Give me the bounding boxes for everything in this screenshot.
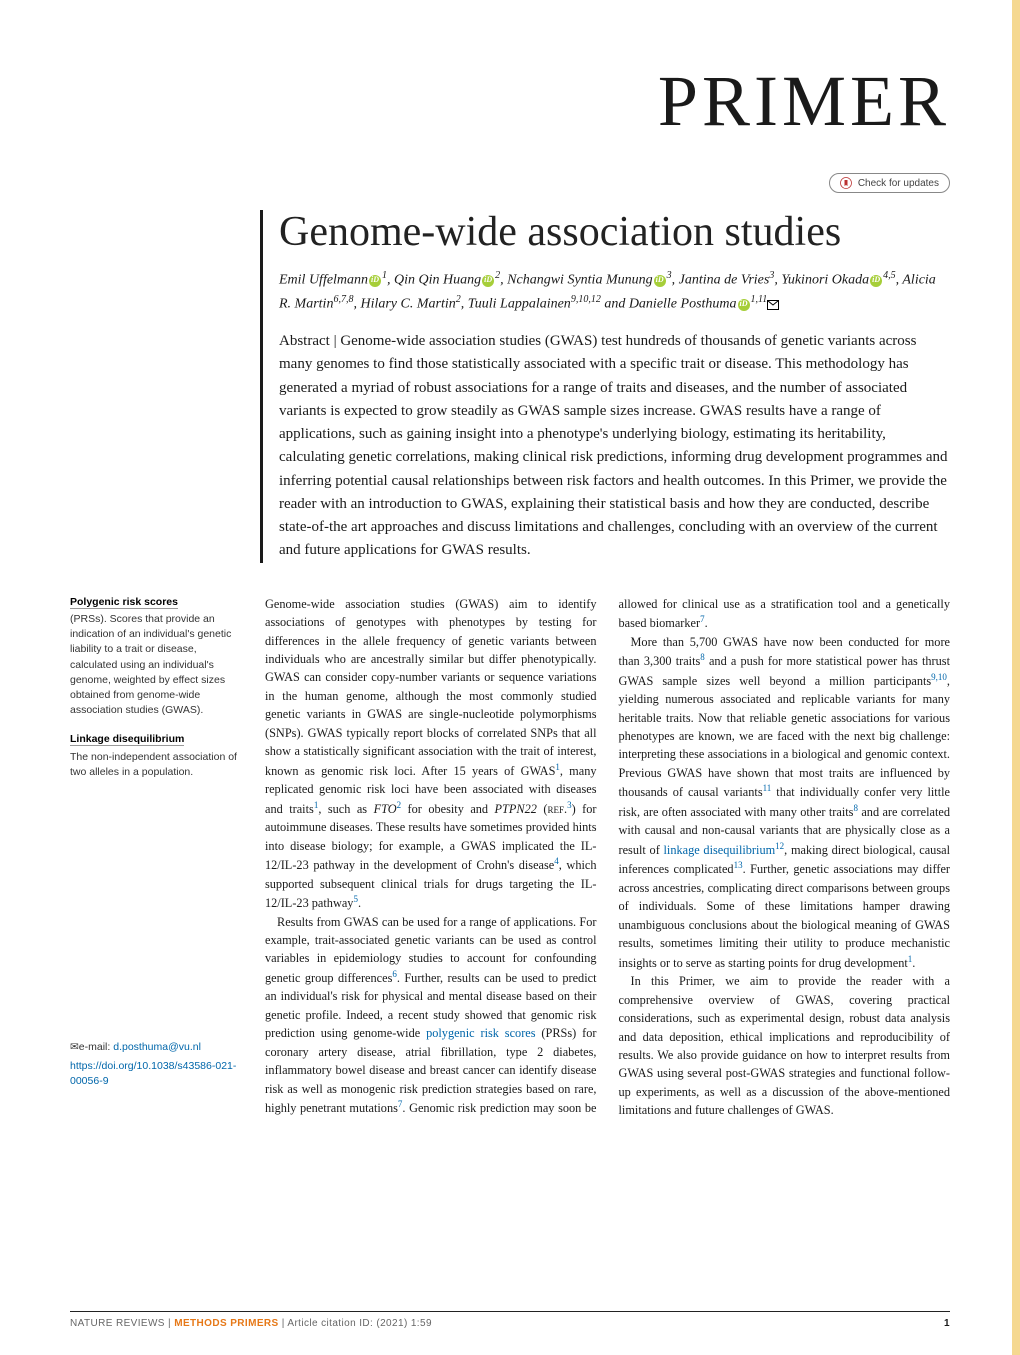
glossary-term: Polygenic risk scores: [70, 596, 178, 609]
sidebar: Polygenic risk scores (PRSs). Scores that…: [70, 595, 245, 1120]
body-columns: Polygenic risk scores (PRSs). Scores that…: [70, 595, 950, 1120]
footer-name: METHODS PRIMERS: [174, 1318, 278, 1329]
corr-label: ✉e-mail:: [70, 1041, 110, 1053]
footer-citation: | Article citation ID: (2021) 1:59: [279, 1318, 432, 1329]
orcid-icon: iD: [654, 275, 666, 287]
orcid-icon: iD: [482, 275, 494, 287]
glossary-body: The non-independent association of two a…: [70, 750, 245, 780]
edge-bar: [1012, 0, 1020, 1355]
doi: https://doi.org/10.1038/s43586-021-00056…: [70, 1059, 245, 1089]
author-list: Emil UffelmanniD1, Qin Qin HuangiD2, Nch…: [279, 268, 950, 316]
body-paragraph: More than 5,700 GWAS have now been condu…: [619, 633, 951, 973]
page: PRIMER Check for updates Genome-wide ass…: [0, 0, 1020, 1355]
correspondence: ✉e-mail: d.posthuma@vu.nl: [70, 1040, 245, 1055]
corr-email[interactable]: d.posthuma@vu.nl: [113, 1041, 201, 1053]
body-paragraph: In this Primer, we aim to provide the re…: [619, 972, 951, 1120]
glossary-entry: Linkage disequilibrium The non-independen…: [70, 732, 245, 780]
mail-icon: [767, 300, 779, 310]
footer-prefix: NATURE REVIEWS |: [70, 1318, 174, 1329]
masthead: PRIMER: [70, 60, 950, 143]
updates-row: Check for updates: [70, 173, 950, 194]
glossary-body: (PRSs). Scores that provide an indicatio…: [70, 612, 245, 719]
hero-block: Genome-wide association studies Emil Uff…: [260, 210, 950, 563]
body-text: Genome-wide association studies (GWAS) a…: [265, 595, 950, 1120]
check-updates-button[interactable]: Check for updates: [829, 173, 950, 193]
bookmark-icon: [840, 177, 852, 189]
doi-link[interactable]: https://doi.org/10.1038/s43586-021-00056…: [70, 1060, 236, 1087]
orcid-icon: iD: [738, 299, 750, 311]
check-updates-label: Check for updates: [858, 178, 939, 189]
body-paragraph: Genome-wide association studies (GWAS) a…: [265, 595, 597, 913]
article-title: Genome-wide association studies: [279, 210, 950, 254]
glossary-entry: Polygenic risk scores (PRSs). Scores that…: [70, 595, 245, 719]
glossary: Polygenic risk scores (PRSs). Scores that…: [70, 595, 245, 780]
abstract: Abstract | Genome-wide association studi…: [279, 330, 950, 563]
glossary-term: Linkage disequilibrium: [70, 733, 184, 746]
footer-journal: NATURE REVIEWS | METHODS PRIMERS | Artic…: [70, 1318, 432, 1329]
footer: NATURE REVIEWS | METHODS PRIMERS | Artic…: [70, 1311, 950, 1329]
page-number: 1: [944, 1318, 950, 1329]
orcid-icon: iD: [870, 275, 882, 287]
orcid-icon: iD: [369, 275, 381, 287]
